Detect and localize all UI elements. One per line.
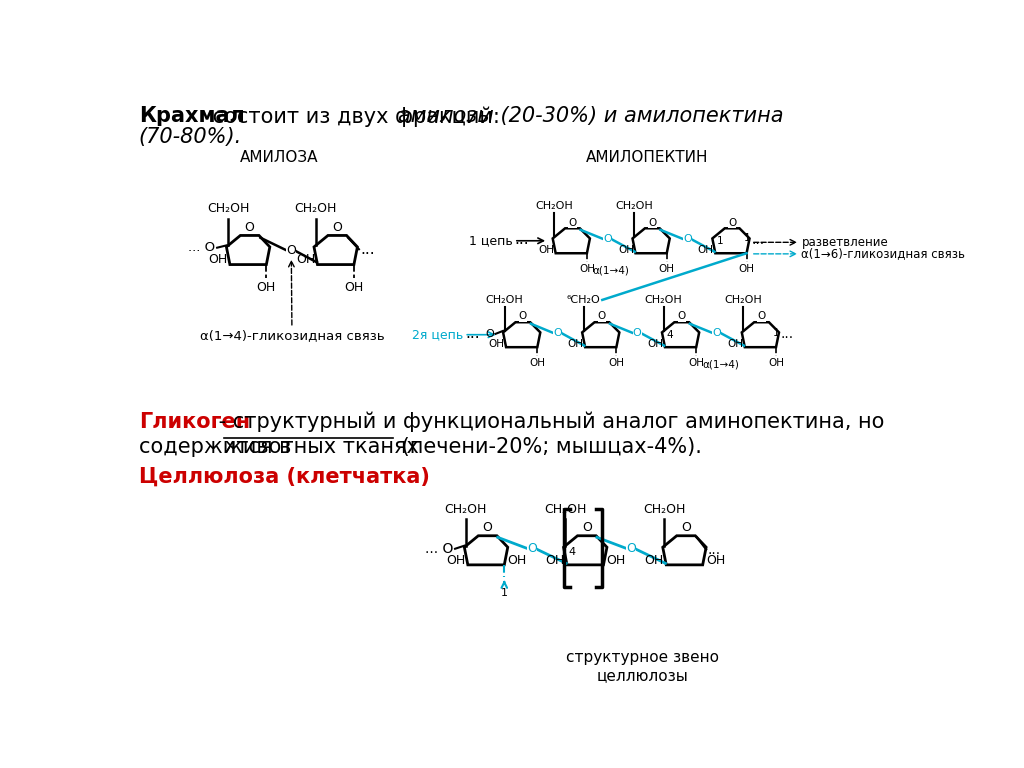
Text: Крахмал: Крахмал (139, 106, 245, 126)
Text: Целлюлоза (клетчатка): Целлюлоза (клетчатка) (139, 467, 430, 487)
Text: OH: OH (488, 339, 505, 349)
Text: CH₂OH: CH₂OH (724, 294, 762, 305)
Text: OH: OH (446, 554, 466, 567)
Text: животных тканях: животных тканях (224, 437, 419, 457)
Text: разветвление: разветвление (802, 236, 888, 249)
Text: Гликоген: Гликоген (139, 412, 250, 432)
Text: CH₂OH: CH₂OH (207, 203, 249, 216)
Text: 4: 4 (568, 547, 575, 557)
Text: CH₂OH: CH₂OH (536, 200, 573, 210)
Text: OH: OH (697, 245, 714, 255)
Text: O: O (485, 329, 494, 339)
Text: O: O (245, 221, 255, 234)
Text: АМИЛОПЕКТИН: АМИЛОПЕКТИН (586, 150, 709, 165)
Text: 4: 4 (667, 330, 673, 340)
Text: CH₂OH: CH₂OH (544, 503, 587, 516)
Text: α(1→6)-гликозидная связь: α(1→6)-гликозидная связь (802, 247, 966, 260)
Text: O: O (519, 312, 527, 322)
Text: OH: OH (529, 358, 546, 368)
Text: - структурный и функциональный аналог аминопектина, но: - структурный и функциональный аналог ам… (212, 412, 884, 432)
Text: O: O (603, 234, 612, 244)
Text: OH: OH (738, 264, 755, 274)
Text: (70-80%).: (70-80%). (139, 127, 242, 147)
Text: OH: OH (539, 245, 554, 255)
Text: ... O: ... O (188, 241, 216, 254)
Text: OH: OH (647, 339, 664, 349)
Text: 1: 1 (717, 237, 724, 247)
Text: O: O (627, 542, 636, 555)
Text: CH₂OH: CH₂OH (444, 503, 487, 516)
Text: OH: OH (606, 554, 626, 567)
Text: O: O (758, 312, 766, 322)
Text: OH: OH (706, 554, 725, 567)
Text: OH: OH (658, 264, 675, 274)
Text: 1: 1 (743, 233, 751, 243)
Text: O: O (728, 217, 736, 227)
Text: CH₂OH: CH₂OH (485, 294, 523, 305)
Text: O: O (683, 234, 692, 244)
Text: ...: ... (751, 233, 764, 247)
Text: O: O (598, 312, 606, 322)
Text: OH: OH (208, 253, 227, 266)
Text: O: O (681, 521, 691, 535)
Text: 1: 1 (773, 328, 780, 338)
Text: ...: ... (708, 542, 721, 557)
Text: OH: OH (257, 281, 276, 293)
Text: O: O (678, 312, 686, 322)
Text: OH: OH (546, 554, 564, 567)
Text: OH: OH (608, 358, 625, 368)
Text: O: O (713, 328, 721, 338)
Text: ... O: ... O (425, 541, 454, 556)
Text: O: O (648, 217, 656, 227)
Text: O: O (633, 328, 641, 338)
Text: 1 цепь: 1 цепь (469, 234, 512, 247)
Text: структурное звено: структурное звено (566, 650, 719, 665)
Text: α(1→4): α(1→4) (702, 359, 739, 369)
Text: α(1→4): α(1→4) (593, 266, 630, 276)
Text: OH: OH (567, 339, 584, 349)
Text: O: O (582, 521, 592, 535)
Text: OH: OH (688, 358, 705, 368)
Text: ...: ... (465, 326, 480, 342)
Text: O: O (287, 244, 296, 257)
Text: CH₂OH: CH₂OH (294, 203, 337, 216)
Text: ⁶CH₂O: ⁶CH₂O (567, 294, 600, 305)
Text: OH: OH (645, 554, 664, 567)
Text: амилозы (20-30%) и амилопектина: амилозы (20-30%) и амилопектина (397, 106, 783, 126)
Text: OH: OH (727, 339, 743, 349)
Text: OH: OH (768, 358, 784, 368)
Text: O: O (553, 328, 562, 338)
Text: содержится в: содержится в (139, 437, 298, 457)
Text: CH₂OH: CH₂OH (615, 200, 653, 210)
Text: OH: OH (296, 253, 315, 266)
Text: ...: ... (515, 233, 529, 247)
Text: OH: OH (617, 245, 634, 255)
Text: 2я цепь: 2я цепь (412, 328, 463, 341)
Text: (печени-20%; мышцах-4%).: (печени-20%; мышцах-4%). (394, 437, 701, 457)
Text: состоит из двух фракций:: состоит из двух фракций: (206, 106, 507, 127)
Text: целлюлозы: целлюлозы (597, 668, 688, 683)
Text: ...: ... (360, 242, 375, 257)
Text: O: O (568, 217, 577, 227)
Text: OH: OH (507, 554, 526, 567)
Text: OH: OH (579, 264, 595, 274)
Text: CH₂OH: CH₂OH (643, 503, 685, 516)
Text: 1: 1 (501, 588, 508, 598)
Text: OH: OH (344, 281, 364, 293)
Text: ...: ... (780, 327, 794, 341)
Text: CH₂OH: CH₂OH (645, 294, 682, 305)
Text: O: O (527, 542, 537, 555)
Text: α(1→4)-гликозидная связь: α(1→4)-гликозидная связь (200, 329, 384, 343)
Text: АМИЛОЗА: АМИЛОЗА (240, 150, 318, 165)
Text: O: O (482, 521, 493, 535)
Text: O: O (333, 221, 342, 234)
